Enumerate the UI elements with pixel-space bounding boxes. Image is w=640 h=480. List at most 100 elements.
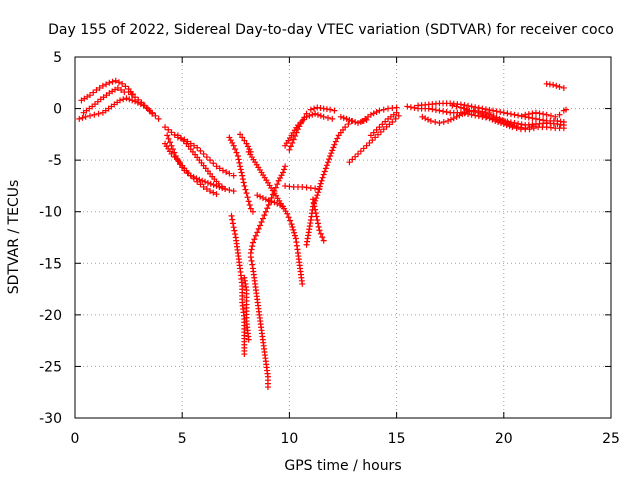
data-point (324, 114, 331, 121)
data-point (232, 231, 239, 238)
data-point (271, 199, 278, 206)
data-point (319, 234, 326, 241)
data-point (509, 124, 516, 131)
x-tick-label: 5 (178, 431, 187, 447)
data-point (317, 112, 324, 119)
data-point (447, 116, 454, 123)
x-tick-label: 0 (71, 431, 80, 447)
x-tick-label: 25 (602, 431, 620, 447)
data-point (258, 219, 265, 226)
data-point (540, 117, 547, 124)
data-point (327, 153, 334, 160)
data-point (329, 115, 336, 122)
data-point (168, 150, 175, 157)
data-marks (76, 77, 569, 391)
data-point (552, 113, 559, 120)
data-point (229, 139, 236, 146)
data-point (245, 198, 252, 205)
data-point (168, 129, 175, 136)
data-point (323, 162, 330, 169)
data-point (370, 129, 377, 136)
data-point (171, 154, 178, 161)
data-point (453, 103, 460, 110)
series-arc-23 (346, 112, 402, 166)
data-point (235, 156, 242, 163)
data-point (312, 110, 319, 117)
data-point (345, 121, 352, 128)
data-point (342, 124, 349, 131)
data-point (436, 107, 443, 114)
data-point (132, 94, 139, 101)
data-point (230, 172, 237, 179)
data-point (99, 82, 106, 89)
data-point (490, 107, 497, 114)
data-point (440, 108, 447, 115)
data-point (486, 115, 493, 122)
tick-labels: 0 5 10 15 20 25 5 0 -5 -10 -15 -20 -25 -30 (39, 50, 620, 447)
data-point (462, 109, 469, 116)
data-point (461, 102, 468, 109)
data-point (246, 202, 253, 209)
data-point (553, 82, 560, 89)
data-point (352, 118, 359, 125)
data-point (246, 146, 253, 153)
data-point (503, 122, 510, 129)
data-point (120, 96, 127, 103)
data-point (530, 125, 537, 132)
data-point (319, 174, 326, 181)
data-point (443, 109, 450, 116)
data-point (485, 110, 492, 117)
data-point (241, 137, 248, 144)
data-point (162, 124, 169, 131)
data-point (141, 102, 148, 109)
data-point (436, 120, 443, 127)
data-point (287, 143, 294, 150)
series-arc-25 (367, 109, 400, 139)
data-point (500, 109, 507, 116)
data-point (265, 197, 272, 204)
data-point (306, 112, 313, 119)
data-point (202, 178, 209, 185)
data-point (231, 227, 238, 234)
data-point (252, 232, 259, 239)
data-point (309, 196, 316, 203)
data-point (244, 194, 251, 201)
data-point (219, 167, 226, 174)
data-point (560, 118, 567, 125)
series-arc-21 (309, 196, 327, 244)
data-point (204, 179, 211, 186)
data-point (483, 113, 490, 120)
data-point (460, 105, 467, 112)
data-point (457, 104, 464, 111)
data-point (274, 181, 281, 188)
data-point (320, 113, 327, 120)
data-point (223, 169, 230, 176)
data-point (367, 132, 374, 139)
chart-title: Day 155 of 2022, Sidereal Day-to-day VTE… (48, 22, 614, 38)
data-point (286, 146, 293, 153)
data-point (459, 111, 466, 118)
data-point (526, 126, 533, 133)
data-point (376, 107, 383, 114)
data-point (190, 175, 197, 182)
data-point (237, 166, 244, 173)
data-point (497, 109, 504, 116)
data-point (230, 142, 237, 149)
data-point (468, 111, 475, 118)
data-point (532, 109, 539, 116)
data-point (326, 156, 333, 163)
data-point (200, 183, 207, 190)
series-arc-10 (237, 131, 254, 155)
data-point (373, 109, 380, 116)
data-point (238, 169, 245, 176)
data-point (230, 188, 237, 195)
data-point (314, 216, 321, 223)
data-point (118, 87, 125, 94)
data-point (210, 160, 217, 167)
data-point (284, 210, 291, 217)
data-point (203, 186, 210, 193)
data-point (251, 236, 258, 243)
data-point (327, 106, 334, 113)
data-point (261, 212, 268, 219)
data-point (239, 176, 246, 183)
